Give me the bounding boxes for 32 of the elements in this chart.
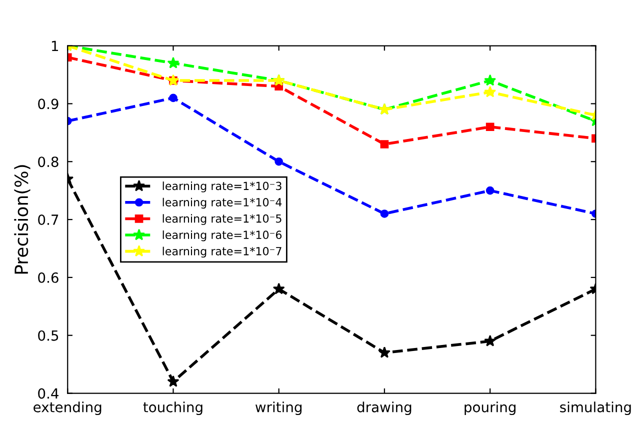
x-tick-label: drawing <box>357 402 412 416</box>
point <box>484 74 496 86</box>
y-tick-label: 0.4 <box>38 388 59 399</box>
y-tick-label: 0.5 <box>38 330 58 341</box>
legend-label: learning rate=1*10⁻3 <box>162 182 282 192</box>
y-tick-label: 1 <box>52 40 58 52</box>
x-tick-label: touching <box>143 402 202 416</box>
point <box>380 210 389 218</box>
y-tick-label: 0.8 <box>38 156 58 168</box>
x-tick-label: extending <box>34 402 102 416</box>
legend-label: learning rate=1*10⁻4 <box>162 198 282 209</box>
legend-label: learning rate=1*10⁻6 <box>162 230 282 242</box>
x-tick-label: writing <box>256 402 302 416</box>
point <box>486 122 494 132</box>
legend-label: learning rate=1*10⁻5 <box>162 214 282 225</box>
y-tick-label: 0.7 <box>38 214 58 225</box>
point <box>272 282 285 294</box>
point <box>167 375 180 387</box>
legend-label: learning rate=1*10⁻7 <box>162 246 282 258</box>
point <box>169 94 178 102</box>
y-tick-label: 0.9 <box>38 98 58 110</box>
point <box>167 56 180 68</box>
point <box>484 86 496 98</box>
y-axis-title: Precision(%) <box>14 165 30 274</box>
point <box>378 346 390 358</box>
y-tick-label: 0.6 <box>38 272 58 283</box>
point <box>486 186 494 195</box>
point <box>484 334 496 346</box>
point <box>274 157 284 166</box>
x-tick-label: simulating <box>560 402 631 416</box>
x-tick-label: pouring <box>464 402 516 416</box>
point <box>380 140 389 148</box>
